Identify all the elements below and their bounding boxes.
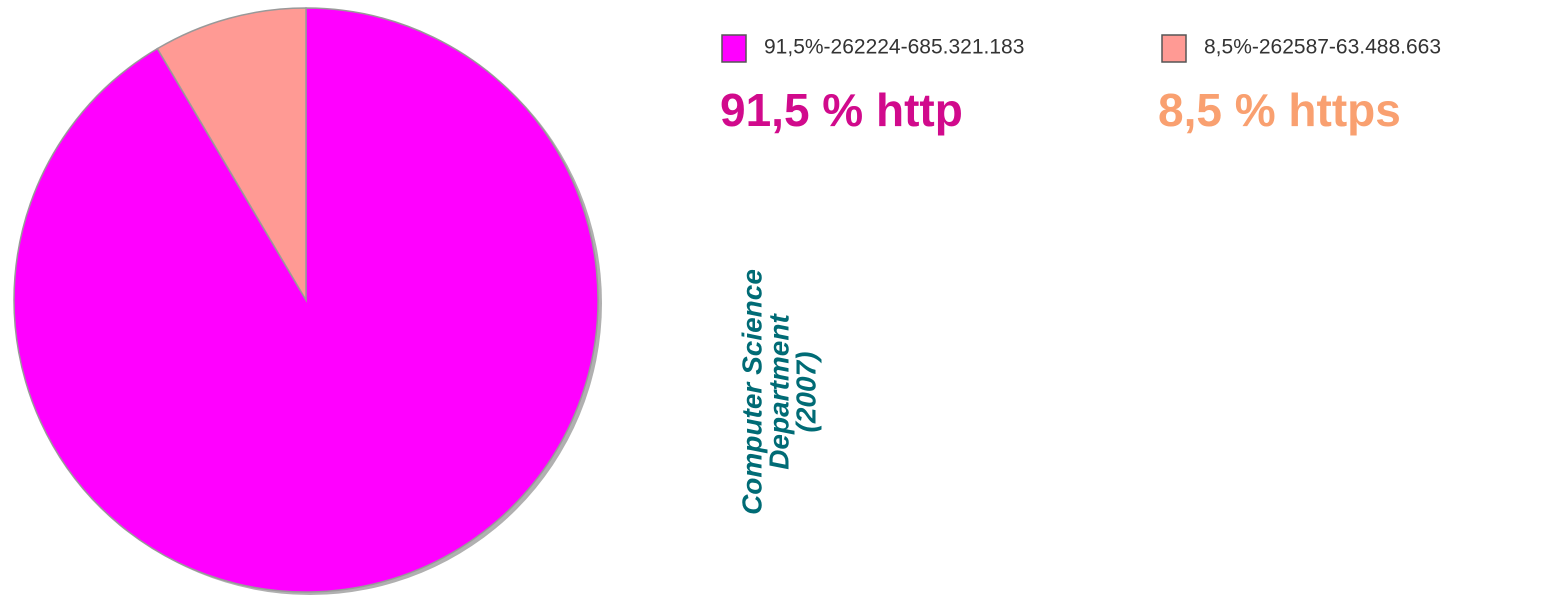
- annotation: 91,5 % http: [720, 84, 963, 136]
- side-note-line: Department: [763, 313, 794, 470]
- side-note-line: Computer Science: [736, 269, 767, 515]
- legend-label: 8,5%-262587-63.488.663: [1204, 36, 1441, 59]
- annotation: 8,5 % https: [1158, 84, 1401, 136]
- legend-swatch: [1161, 34, 1187, 63]
- legend-label: 91,5%-262224-685.321.183: [764, 36, 1024, 59]
- legend-swatch: [721, 34, 747, 63]
- side-note-line: (2007): [790, 352, 821, 433]
- pie-slice: [156, 7, 307, 303]
